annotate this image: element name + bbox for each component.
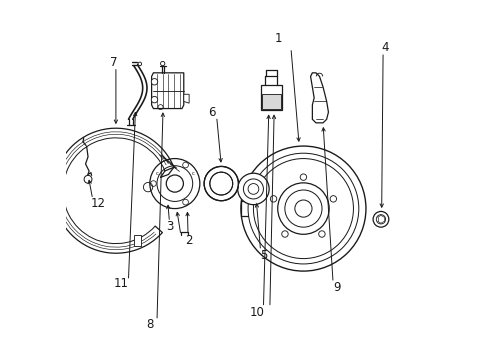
Polygon shape <box>310 73 328 123</box>
Text: 4: 4 <box>381 41 388 54</box>
Text: 2: 2 <box>185 234 192 247</box>
Text: 11: 11 <box>114 277 128 290</box>
Text: 1: 1 <box>274 32 282 45</box>
Circle shape <box>160 62 164 66</box>
Text: 6: 6 <box>208 105 216 119</box>
Polygon shape <box>134 235 141 246</box>
Polygon shape <box>183 94 189 103</box>
Circle shape <box>209 172 232 195</box>
Circle shape <box>243 179 263 199</box>
Polygon shape <box>260 85 282 111</box>
Circle shape <box>166 175 183 192</box>
Text: 5: 5 <box>260 248 267 261</box>
Text: 10: 10 <box>249 306 264 319</box>
Text: 7: 7 <box>110 55 118 69</box>
Circle shape <box>149 158 200 208</box>
Text: c: c <box>155 171 158 176</box>
Circle shape <box>247 184 258 194</box>
Polygon shape <box>151 73 183 109</box>
Text: 3: 3 <box>165 220 173 233</box>
Circle shape <box>237 173 268 204</box>
Circle shape <box>243 179 263 199</box>
Circle shape <box>84 175 92 183</box>
Circle shape <box>277 183 328 234</box>
Circle shape <box>372 211 388 227</box>
Circle shape <box>138 62 142 66</box>
Text: 8: 8 <box>146 318 153 331</box>
Text: c: c <box>191 171 194 176</box>
Text: 9: 9 <box>333 281 341 294</box>
Circle shape <box>241 146 365 271</box>
Text: 12: 12 <box>90 197 105 210</box>
Polygon shape <box>261 94 281 109</box>
Circle shape <box>203 166 238 201</box>
Circle shape <box>151 96 157 103</box>
Circle shape <box>151 78 157 85</box>
Circle shape <box>203 166 238 201</box>
